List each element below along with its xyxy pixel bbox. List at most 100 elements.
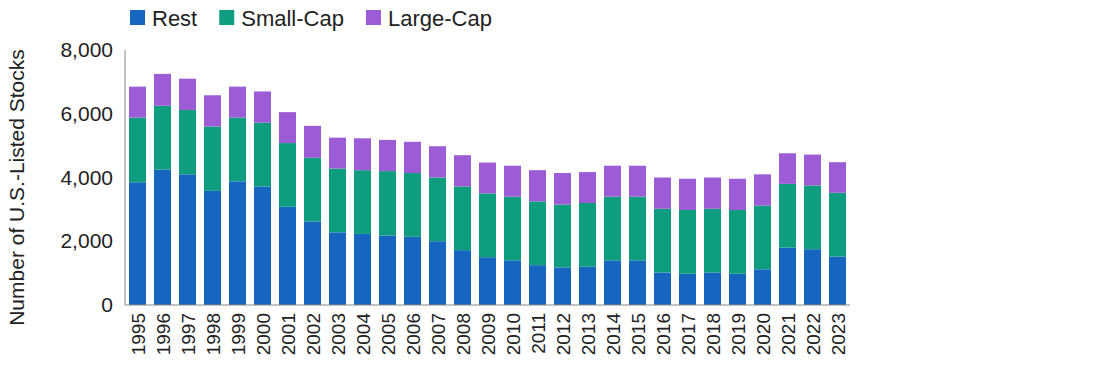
bar-segment (229, 87, 246, 118)
bar-segment (479, 257, 496, 305)
y-tick-label: 2,000 (60, 229, 113, 252)
x-tick-label: 2021 (778, 313, 799, 355)
x-tick-label: 2002 (303, 313, 324, 355)
bar-segment (379, 236, 396, 305)
x-tick-label: 2019 (728, 313, 749, 355)
bar-segment (254, 91, 271, 122)
x-tick-label: 2007 (428, 313, 449, 355)
legend-swatch (219, 10, 234, 25)
x-tick-label: 2006 (403, 313, 424, 355)
bar-segment (329, 138, 346, 169)
x-tick-label: 2000 (253, 313, 274, 355)
legend-label: Rest (152, 6, 197, 31)
bar-segment (629, 260, 646, 305)
bar-segment (454, 186, 471, 250)
bar-segment (704, 272, 721, 305)
bar-segment (504, 166, 521, 197)
x-tick-label: 2001 (278, 313, 299, 355)
bar-segment (654, 209, 671, 273)
bar-segment (204, 191, 221, 305)
bar-segment (829, 162, 846, 193)
x-tick-label: 2008 (453, 313, 474, 355)
bar-segment (354, 138, 371, 170)
bar-segment (504, 197, 521, 261)
bar-segment (604, 197, 621, 261)
x-tick-label: 1995 (128, 313, 149, 355)
bar-segment (829, 257, 846, 305)
x-tick-label: 1999 (228, 313, 249, 355)
bar-segment (129, 118, 146, 183)
bar-segment (354, 170, 371, 234)
bar-segment (204, 95, 221, 126)
bars (129, 74, 846, 305)
x-tick-label: 2012 (553, 313, 574, 355)
bar-segment (304, 158, 321, 222)
bar-segment (604, 166, 621, 197)
bar-segment (229, 181, 246, 305)
y-axis-title: Number of U.S.-Listed Stocks (5, 49, 28, 326)
x-axis-line (125, 305, 850, 306)
bar-segment (179, 174, 196, 305)
legend-swatch (366, 10, 381, 25)
bar-segment (454, 155, 471, 186)
bar-segment (679, 274, 696, 305)
bar-segment (779, 248, 796, 305)
chart: 02,0004,0006,0008,0001995199619971998199… (0, 0, 1100, 378)
bar-segment (554, 173, 571, 205)
bar-segment (704, 178, 721, 209)
bar-segment (629, 166, 646, 197)
bar-segment (579, 267, 596, 305)
bar-segment (429, 241, 446, 305)
bar-segment (254, 186, 271, 305)
bar-segment (154, 170, 171, 305)
bar-segment (579, 172, 596, 203)
bar-segment (479, 193, 496, 257)
legend-label: Small-Cap (241, 6, 344, 31)
legend-label: Large-Cap (388, 6, 492, 31)
x-tick-label: 2013 (578, 313, 599, 355)
x-tick-label: 2015 (628, 313, 649, 355)
x-tick-label: 2005 (378, 313, 399, 355)
y-tick-label: 6,000 (60, 102, 113, 125)
bar-segment (479, 163, 496, 194)
bar-segment (829, 193, 846, 257)
bar-segment (504, 260, 521, 305)
bar-segment (129, 182, 146, 305)
bar-segment (604, 260, 621, 305)
bar-segment (529, 170, 546, 201)
bar-segment (279, 112, 296, 143)
x-tick-label: 2010 (503, 313, 524, 355)
x-tick-label: 1997 (178, 313, 199, 355)
bar-segment (304, 126, 321, 158)
x-tick-label: 2011 (528, 313, 549, 354)
bar-segment (179, 79, 196, 110)
y-axis-line (125, 50, 126, 305)
y-tick-label: 4,000 (60, 166, 113, 189)
x-tick-label: 1998 (203, 313, 224, 355)
bar-segment (154, 74, 171, 106)
bar-segment (229, 118, 246, 182)
bar-segment (729, 179, 746, 210)
x-tick-label: 2003 (328, 313, 349, 355)
bar-segment (779, 184, 796, 248)
bar-segment (154, 106, 171, 170)
bar-segment (754, 269, 771, 305)
x-tick-label: 2017 (678, 313, 699, 355)
bar-segment (329, 169, 346, 233)
bar-segment (454, 250, 471, 305)
bar-segment (354, 234, 371, 305)
bar-segment (329, 232, 346, 305)
bar-segment (429, 178, 446, 242)
bar-segment (179, 110, 196, 174)
bar-segment (679, 179, 696, 210)
bar-segment (729, 274, 746, 305)
bar-segment (304, 221, 321, 305)
bar-segment (654, 178, 671, 209)
bar-segment (779, 153, 796, 184)
bar-segment (379, 140, 396, 171)
y-tick-label: 0 (101, 293, 113, 316)
bar-segment (529, 265, 546, 305)
x-tick-label: 2004 (353, 313, 374, 356)
bar-segment (404, 173, 421, 237)
bar-segment (654, 272, 671, 305)
